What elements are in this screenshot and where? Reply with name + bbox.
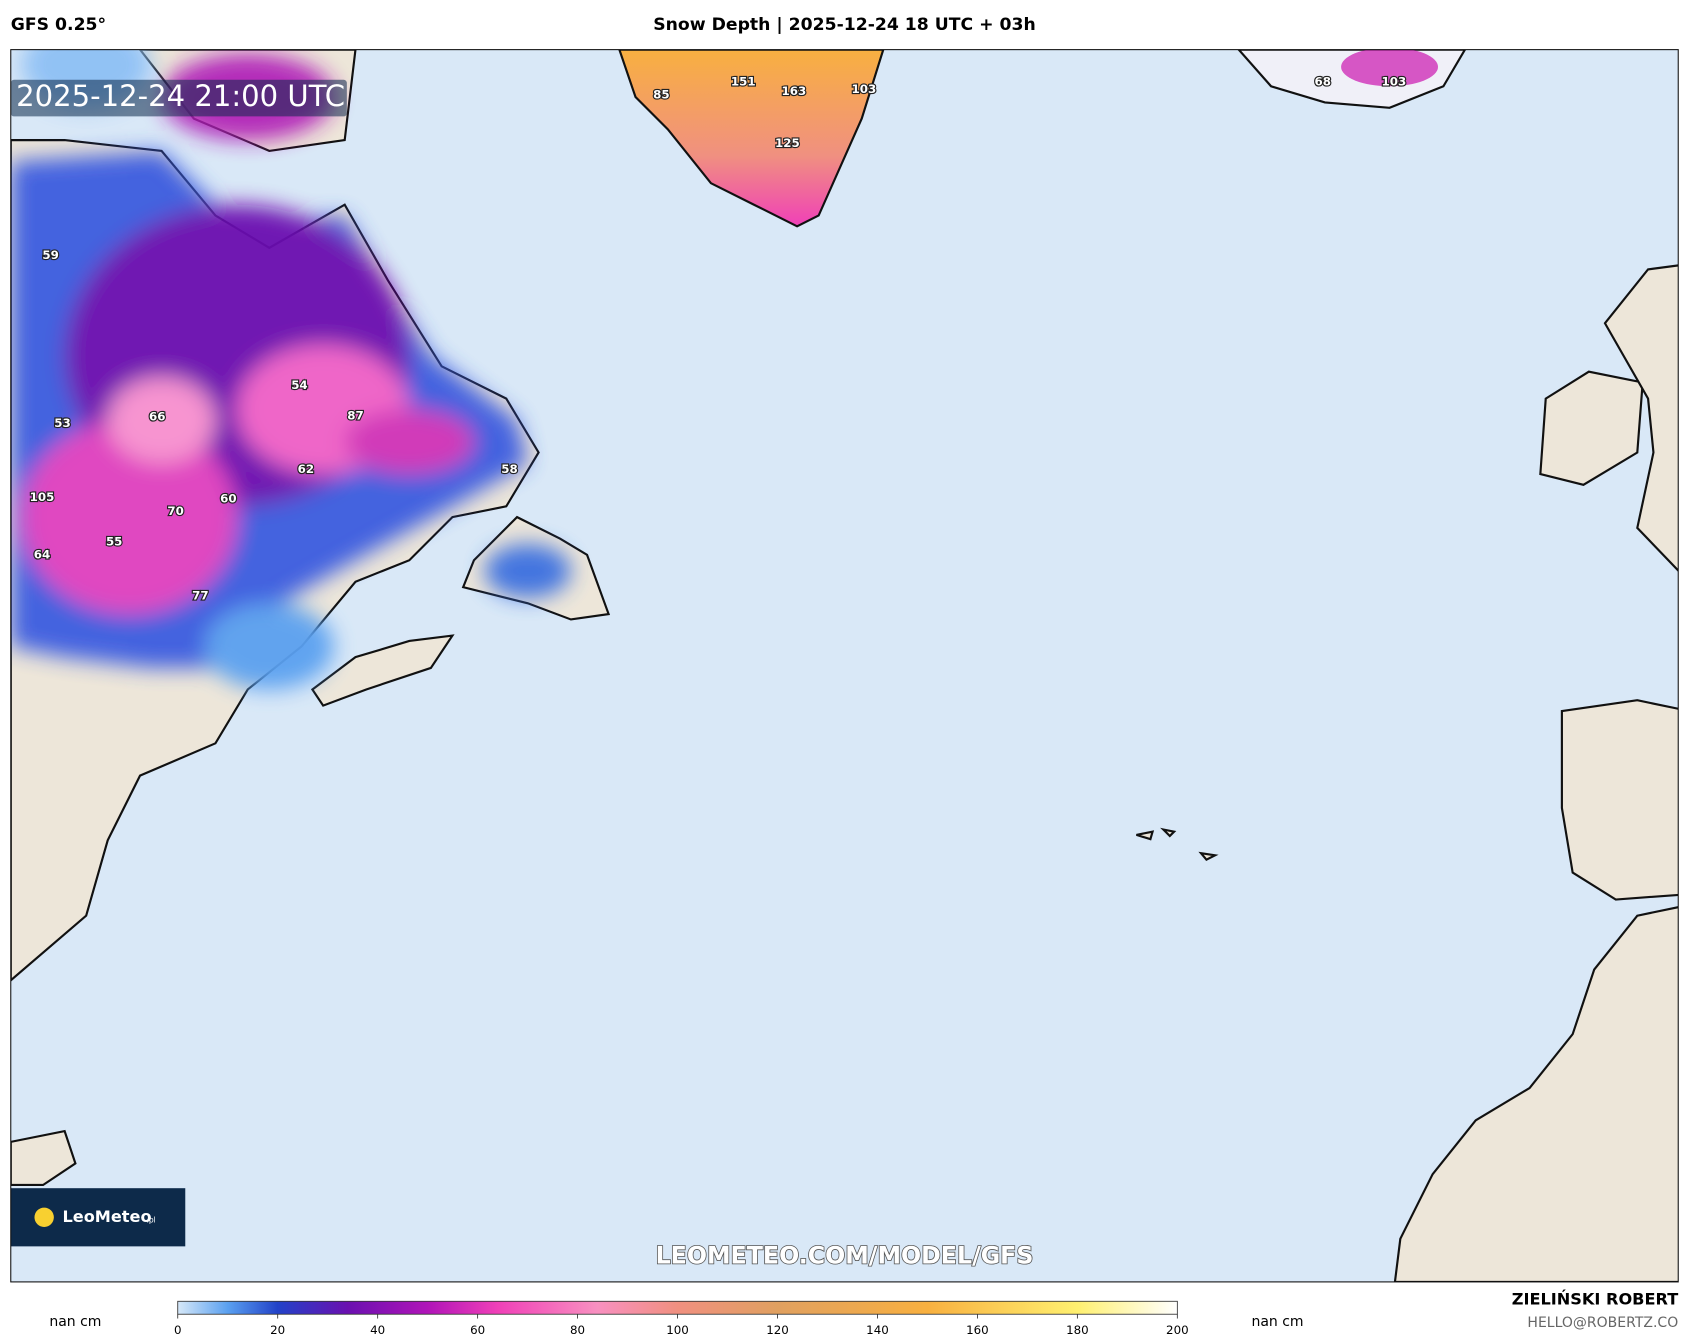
contact: HELLO@ROBERTZ.CO [1527, 1315, 1678, 1331]
point-label: 68 [1315, 74, 1331, 88]
colorbar-tick-label: 0 [174, 1323, 182, 1337]
point-label: 64 [34, 547, 50, 561]
timestamp: 2025-12-24 21:00 UTC [16, 79, 345, 113]
logo-suffix: .pl [146, 1216, 155, 1225]
point-label: 62 [298, 462, 314, 476]
colorbar-tick-label: 40 [370, 1323, 385, 1337]
colorbar-tick-label: 20 [270, 1323, 285, 1337]
colorbar-ticks: 0 20 40 60 80 100 120 140 160 180 200 [174, 1314, 1189, 1337]
map: 59 53 66 54 87 62 58 105 70 60 55 64 77 85 151 163 103 12… [10, 49, 1679, 1282]
point-label: 151 [731, 74, 756, 88]
colorbar-tick-label: 100 [666, 1323, 689, 1337]
land-azores [1136, 827, 1219, 862]
colorbar-tick-label: 140 [866, 1323, 889, 1337]
land-nova-scotia [310, 634, 455, 707]
point-label: 103 [852, 82, 877, 96]
colorbar-tick-label: 120 [766, 1323, 789, 1337]
timestamp-box [10, 79, 347, 117]
model-label: GFS 0.25° [11, 15, 106, 35]
colorbar-tick-label: 200 [1166, 1323, 1189, 1337]
point-label: 53 [54, 416, 70, 430]
point-label: 58 [501, 462, 517, 476]
land-britain [1603, 264, 1679, 573]
point-label: 87 [347, 408, 363, 422]
map-frame [10, 49, 1679, 1283]
land-africa [1393, 906, 1679, 1282]
point-label: 59 [42, 248, 58, 262]
point-label: 125 [775, 136, 800, 150]
logo: LeoMeteo [62, 1207, 151, 1226]
point-label: 55 [106, 534, 122, 548]
point-label: 77 [192, 588, 208, 602]
point-label: 103 [1382, 74, 1407, 88]
colorbar-tick-label: 60 [470, 1323, 485, 1337]
colorbar-right-label: nan cm [1251, 1314, 1303, 1330]
point-label: 66 [149, 409, 165, 423]
watermark: LEOMETEO.COM/MODEL/GFS [656, 1242, 1034, 1270]
colorbar-left-label: nan cm [49, 1314, 101, 1330]
point-label: 60 [220, 491, 236, 505]
land-ireland [1539, 370, 1644, 486]
author: ZIELIŃSKI ROBERT [1512, 1290, 1678, 1309]
snow-iceland [1341, 49, 1439, 87]
colorbar-tick-label: 180 [1066, 1323, 1089, 1337]
snow-cover [10, 49, 571, 690]
point-label: 70 [167, 504, 183, 518]
colorbar-tick-label: 80 [570, 1323, 585, 1337]
point-labels: 59 53 66 54 87 62 58 105 70 60 55 64 77 85 151 163 103 12… [28, 73, 1407, 603]
land-iberia [1560, 699, 1679, 901]
point-label: 163 [782, 84, 807, 98]
land-caribbean [10, 1129, 77, 1187]
land-greenland [618, 49, 885, 228]
point-label: 54 [291, 378, 307, 392]
colorbar [177, 1300, 1178, 1315]
logo-sun [34, 1207, 54, 1227]
map-title: Snow Depth | 2025-12-24 18 UTC + 03h [653, 15, 1036, 35]
point-label: 85 [653, 87, 669, 101]
point-label: 105 [30, 490, 55, 504]
colorbar-tick-label: 160 [966, 1323, 989, 1337]
